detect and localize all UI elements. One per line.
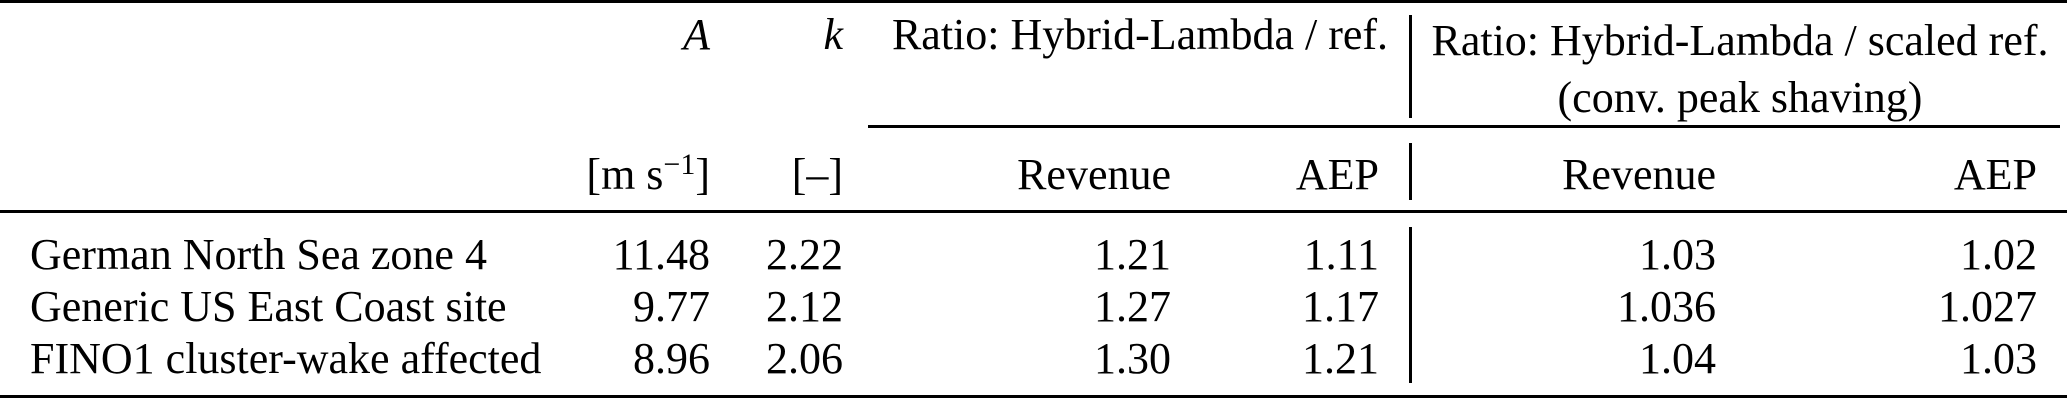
row-site-name: Generic US East Coast site bbox=[30, 282, 507, 331]
cell-revenue-scaled-value: 1.036 bbox=[1617, 282, 1716, 331]
cell-k-value: 2.06 bbox=[766, 334, 843, 383]
cell-revenue-scaled-value: 1.04 bbox=[1639, 334, 1716, 383]
bottom-rule bbox=[0, 395, 2067, 398]
cell-aep-scaled-value: 1.027 bbox=[1938, 282, 2037, 331]
column-divider-top-segment bbox=[1409, 15, 1412, 118]
cell-k-value: 2.12 bbox=[766, 282, 843, 331]
subheader-revenue-ref: Revenue bbox=[1017, 150, 1171, 199]
unit-header-a: [m s−1] bbox=[410, 150, 710, 199]
top-rule bbox=[0, 0, 2067, 3]
group-header-ratio-scaled-ref: Ratio: Hybrid-Lambda / scaled ref. (conv… bbox=[1420, 12, 2060, 126]
row-site-name: German North Sea zone 4 bbox=[30, 230, 487, 279]
cell-a-value: 8.96 bbox=[633, 334, 710, 383]
group-header-ratio-scaled-ref-line1: Ratio: Hybrid-Lambda / scaled ref. bbox=[1431, 16, 2049, 65]
subheader-aep-scaled: AEP bbox=[1953, 150, 2037, 199]
cell-revenue-ref-value: 1.27 bbox=[1094, 282, 1171, 331]
unit-header-k: [–] bbox=[791, 150, 843, 199]
column-header-a: A bbox=[683, 10, 710, 59]
unit-a-exponent: −1 bbox=[663, 148, 696, 181]
column-header-k: k bbox=[823, 10, 843, 59]
cell-revenue-ref-value: 1.30 bbox=[1094, 334, 1171, 383]
cell-revenue-ref-value: 1.21 bbox=[1094, 230, 1171, 279]
group-underline-rule bbox=[868, 125, 2060, 128]
row-site-name: FINO1 cluster-wake affected bbox=[30, 334, 542, 383]
cell-revenue-scaled-value: 1.03 bbox=[1639, 230, 1716, 279]
cell-aep-ref-value: 1.17 bbox=[1302, 282, 1379, 331]
subheader-revenue-scaled: Revenue bbox=[1562, 150, 1716, 199]
cell-aep-ref-value: 1.11 bbox=[1303, 230, 1379, 279]
column-divider-bottom-segment bbox=[1409, 227, 1412, 383]
group-header-ratio-ref: Ratio: Hybrid-Lambda / ref. bbox=[891, 10, 1389, 59]
cell-a-value: 11.48 bbox=[612, 230, 710, 279]
group-header-ratio-scaled-ref-line2: (conv. peak shaving) bbox=[1557, 73, 1923, 122]
cell-aep-scaled-value: 1.02 bbox=[1960, 230, 2037, 279]
cell-a-value: 9.77 bbox=[633, 282, 710, 331]
cell-k-value: 2.22 bbox=[766, 230, 843, 279]
cell-aep-ref-value: 1.21 bbox=[1302, 334, 1379, 383]
unit-a-close: ] bbox=[695, 150, 710, 199]
unit-a-open: [m s bbox=[586, 150, 664, 199]
column-divider-middle-segment bbox=[1409, 143, 1412, 200]
header-body-divider-rule bbox=[0, 210, 2067, 213]
cell-aep-scaled-value: 1.03 bbox=[1960, 334, 2037, 383]
subheader-aep-ref: AEP bbox=[1295, 150, 1379, 199]
